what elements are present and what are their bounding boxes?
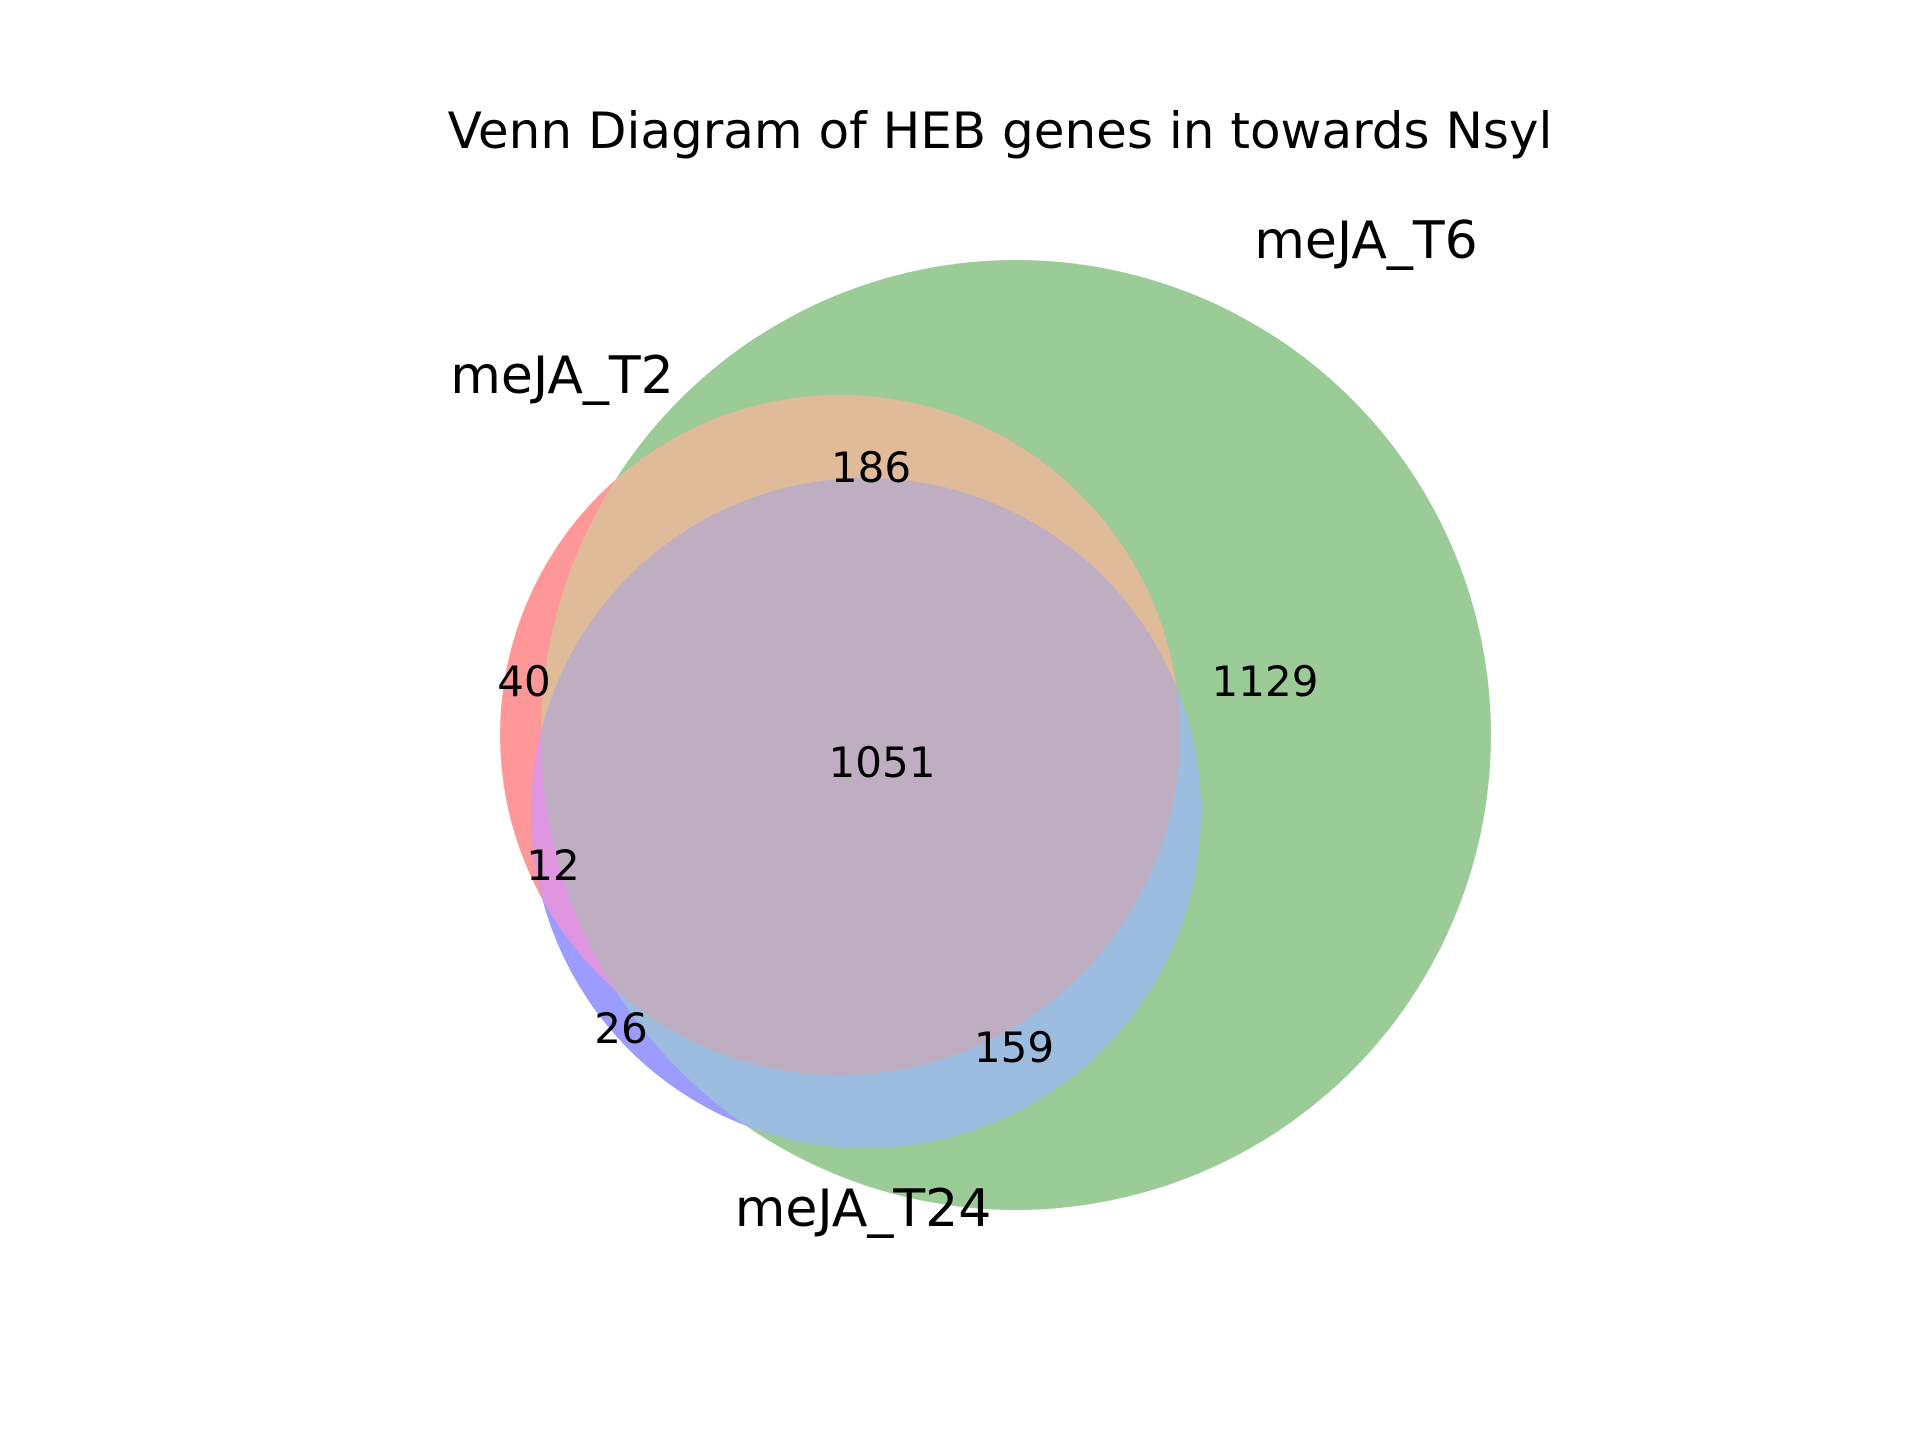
region-label-meJA_T2-meJA_T24: 12 bbox=[526, 841, 579, 890]
region-all-three bbox=[541, 478, 1180, 1075]
chart-title: Venn Diagram of HEB genes in towards Nsy… bbox=[448, 102, 1553, 160]
region-label-only-meJA_T24: 26 bbox=[594, 1004, 647, 1053]
region-label-meJA_T6-meJA_T24: 159 bbox=[974, 1023, 1054, 1072]
set-label-meJA_T6: meJA_T6 bbox=[1254, 211, 1478, 271]
set-label-meJA_T24: meJA_T24 bbox=[735, 1179, 992, 1239]
region-label-only-meJA_T2: 40 bbox=[497, 657, 550, 706]
region-label-all-three: 1051 bbox=[829, 738, 936, 787]
region-label-only-meJA_T6: 1129 bbox=[1212, 657, 1319, 706]
set-label-meJA_T2: meJA_T2 bbox=[450, 346, 674, 406]
region-label-meJA_T2-meJA_T6: 186 bbox=[831, 443, 911, 492]
